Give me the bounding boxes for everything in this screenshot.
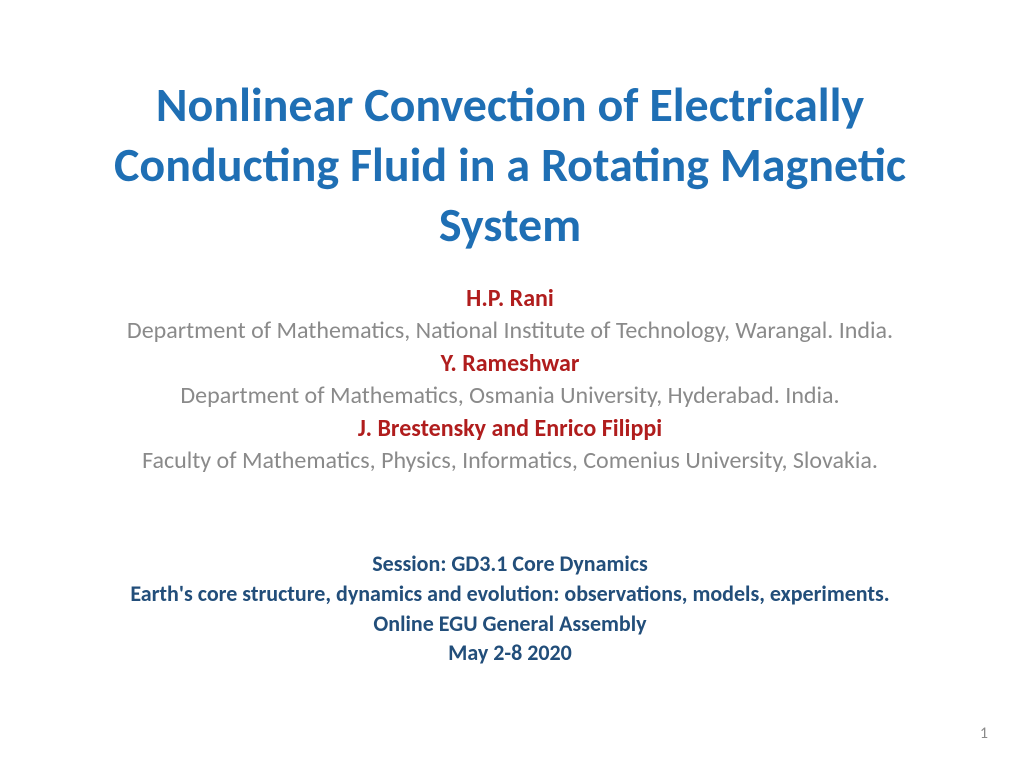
slide-title: Nonlinear Convection of Electrically Con… <box>60 75 960 255</box>
session-line-3: Online EGU General Assembly <box>40 609 980 639</box>
author-affiliation-1: Department of Mathematics, National Inst… <box>40 315 980 347</box>
author-affiliation-2: Department of Mathematics, Osmania Unive… <box>40 380 980 412</box>
session-line-2: Earth's core structure, dynamics and evo… <box>40 579 980 609</box>
author-name-1: H.P. Rani <box>40 283 980 315</box>
session-line-1: Session: GD3.1 Core Dynamics <box>40 549 980 579</box>
author-affiliation-3: Faculty of Mathematics, Physics, Informa… <box>40 445 980 477</box>
slide: Nonlinear Convection of Electrically Con… <box>0 0 1020 765</box>
author-name-3: J. Brestensky and Enrico Filippi <box>40 413 980 445</box>
session-line-4: May 2-8 2020 <box>40 638 980 668</box>
author-name-2: Y. Rameshwar <box>40 348 980 380</box>
session-block: Session: GD3.1 Core Dynamics Earth's cor… <box>40 549 980 668</box>
author-block: H.P. Rani Department of Mathematics, Nat… <box>40 283 980 477</box>
page-number: 1 <box>980 724 988 743</box>
